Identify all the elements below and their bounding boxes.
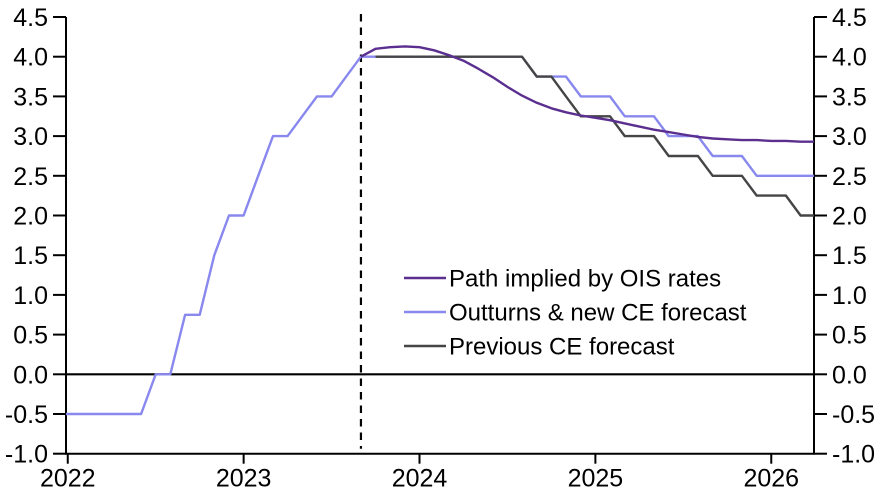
y-axis-label-right: 0.0	[832, 361, 867, 389]
y-axis-label-left: 2.0	[13, 203, 48, 231]
y-axis-label-right: 3.0	[832, 123, 867, 151]
legend-label-2: Outturns & new CE forecast	[449, 300, 747, 327]
y-axis-label-right: 2.0	[832, 203, 867, 231]
series-line-previous-ce-forecast	[375, 55, 814, 217]
y-axis-label-left: -1.0	[5, 441, 48, 469]
x-axis-label: 2025	[568, 465, 624, 493]
x-axis-label: 2026	[743, 465, 799, 493]
legend-label-1: Path implied by OIS rates	[449, 266, 721, 293]
legend-label-3: Previous CE forecast	[449, 334, 675, 361]
y-axis-label-right: 1.5	[832, 242, 867, 270]
x-axis-label: 2023	[216, 465, 272, 493]
y-axis-label-left: 1.0	[13, 282, 48, 310]
y-axis-label-right: 2.5	[832, 163, 867, 191]
y-axis-label-right: -1.0	[832, 441, 875, 469]
series-line-outturns-new-ce-forecast	[66, 55, 814, 416]
y-axis-label-left: 0.0	[13, 361, 48, 389]
y-axis-label-left: -0.5	[5, 401, 48, 429]
y-axis-label-left: 3.5	[13, 83, 48, 111]
y-axis-label-left: 4.0	[13, 44, 48, 72]
y-axis-label-left: 1.5	[13, 242, 48, 270]
x-axis-label: 2024	[392, 465, 448, 493]
y-axis-label-left: 3.0	[13, 123, 48, 151]
y-axis-label-right: -0.5	[832, 401, 875, 429]
x-axis-label: 2022	[40, 465, 96, 493]
y-axis-label-right: 4.0	[832, 44, 867, 72]
y-axis-label-right: 1.0	[832, 282, 867, 310]
y-axis-label-left: 2.5	[13, 163, 48, 191]
y-axis-label-right: 4.5	[832, 4, 867, 32]
y-axis-label-left: 4.5	[13, 4, 48, 32]
y-axis-label-right: 3.5	[832, 83, 867, 111]
y-axis-label-left: 0.5	[13, 322, 48, 350]
series-line-path-implied-by-ois-rates	[360, 45, 814, 143]
y-axis-label-right: 0.5	[832, 322, 867, 350]
